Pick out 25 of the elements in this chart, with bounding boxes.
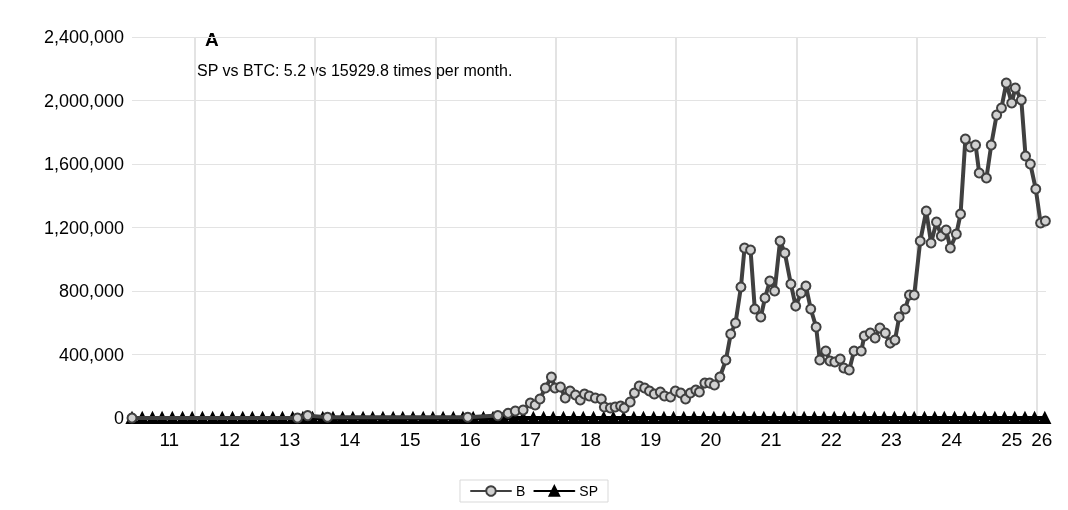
x-tick-label: 25: [1001, 429, 1023, 450]
y-tick-label: 1,600,000: [43, 154, 124, 174]
x-tick-label: 17: [519, 429, 541, 450]
x-tick-label: 24: [940, 429, 963, 450]
x-tick-label: 18: [579, 429, 602, 450]
x-tick-label: 13: [279, 429, 301, 450]
x-tick-label: 15: [399, 429, 421, 450]
y-tick-label: 1,200,000: [43, 217, 124, 238]
legend-label: SP: [579, 483, 599, 499]
y-tick-label: 800,000: [58, 281, 124, 301]
y-tick-label: 0: [113, 408, 124, 428]
y-tick-label: 400,000: [58, 344, 124, 365]
x-tick-label: 19: [640, 429, 662, 450]
x-tick-label: 20: [700, 429, 722, 450]
x-tick-label: 11: [159, 429, 180, 450]
x-tick-label: 12: [218, 429, 241, 450]
legend-label: B: [515, 483, 526, 499]
x-tick-label: 23: [880, 429, 902, 450]
x-tick-label: 22: [820, 429, 842, 450]
x-tick-label: 26: [1031, 429, 1053, 450]
y-tick-label: 2,400,000: [43, 27, 124, 47]
x-tick-label: 21: [760, 429, 782, 450]
x-tick-label: 16: [459, 429, 481, 450]
x-tick-label: 14: [339, 429, 361, 450]
y-tick-label: 2,000,000: [43, 90, 124, 111]
